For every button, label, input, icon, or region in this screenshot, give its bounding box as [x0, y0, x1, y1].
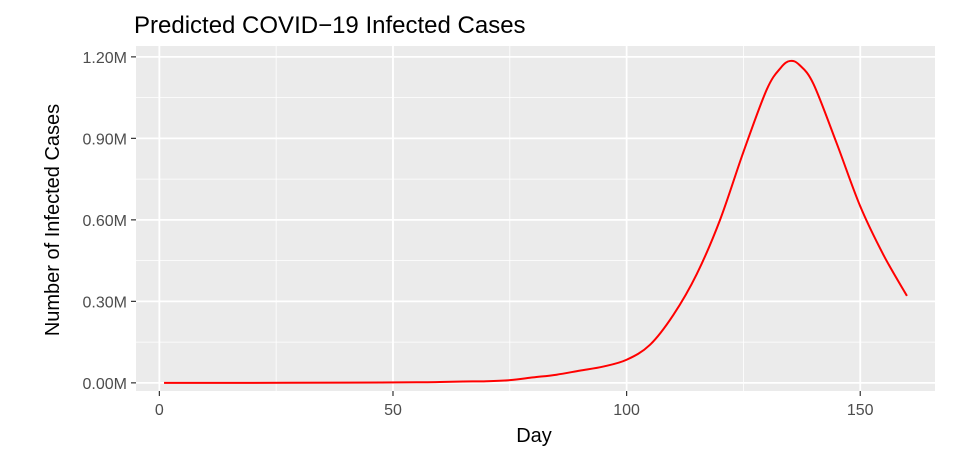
x-tick-label: 150: [847, 402, 874, 419]
x-tick-label: 0: [155, 402, 164, 419]
y-tick-label: 1.20M: [83, 50, 127, 67]
y-axis-title: Number of Infected Cases: [42, 104, 64, 336]
plot-panel: [136, 46, 935, 391]
major-gridlines: [136, 46, 935, 391]
y-tick-label: 0.60M: [83, 213, 127, 230]
minor-gridlines: [136, 46, 935, 391]
series-layer: [164, 59, 908, 384]
chart-title: Predicted COVID−19 Infected Cases: [134, 12, 526, 39]
y-tick-label: 0.90M: [83, 131, 127, 148]
x-axis-title: Day: [516, 425, 552, 447]
x-tick-label: 50: [384, 402, 402, 419]
axes: 0 50 100 150 0.00M 0.30M 0.60M 0.90M 1.20M: [83, 50, 874, 419]
y-tick-label: 0.00M: [83, 376, 127, 393]
y-tick-label: 0.30M: [83, 294, 127, 311]
series-line: [164, 59, 908, 384]
x-tick-label: 100: [613, 402, 640, 419]
